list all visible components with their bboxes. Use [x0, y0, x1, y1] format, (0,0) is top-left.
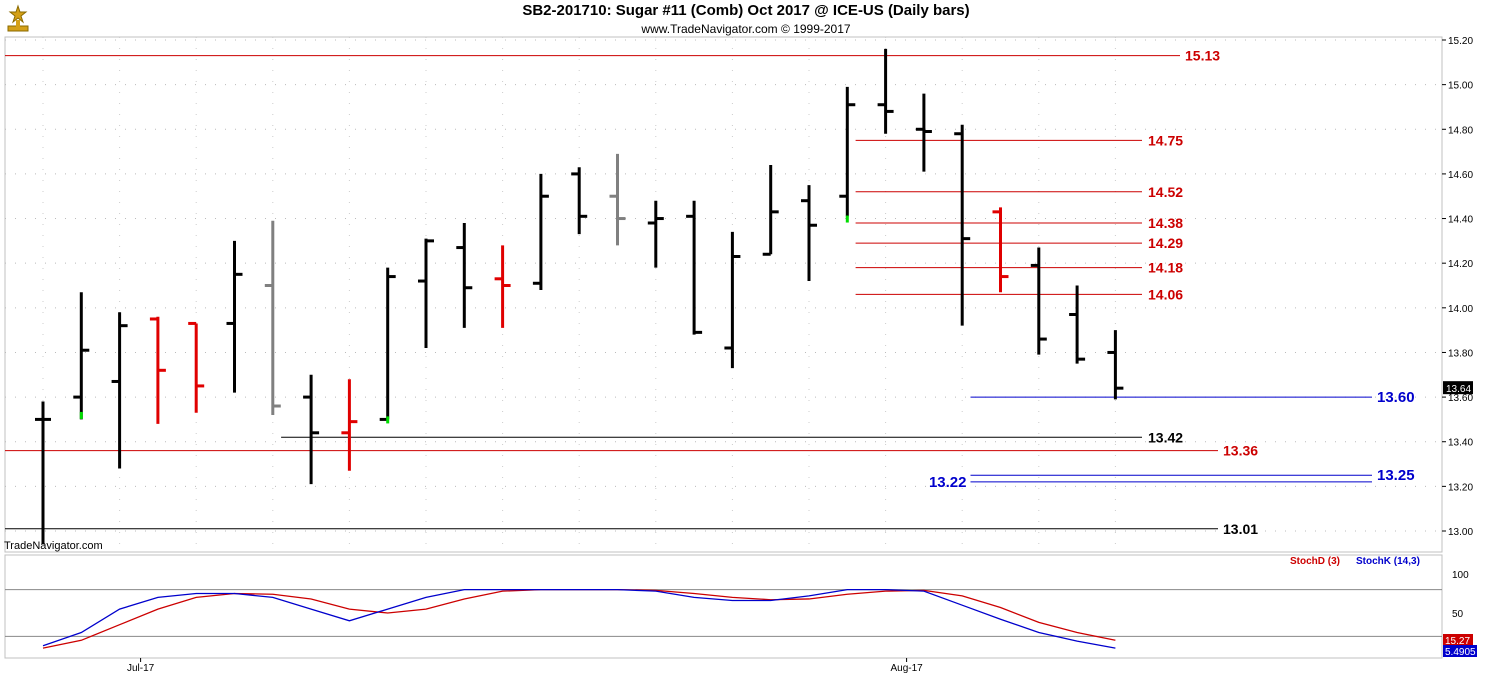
ohlc-bar	[264, 220, 281, 415]
ohlc-bar	[762, 164, 779, 256]
price-tick-label: 13.40	[1448, 438, 1473, 449]
stoch-tick-label: 50	[1452, 609, 1464, 620]
level-label: 14.52	[1148, 184, 1183, 200]
price-tick-label: 13.80	[1448, 348, 1473, 359]
stochastic-panel: 100 50 StochD (3) StochK (14,3) 15.275.4905	[5, 556, 1477, 658]
price-tick-label: 13.60	[1448, 393, 1473, 404]
signal-mark	[845, 215, 849, 223]
stoch-tick-label: 100	[1452, 570, 1469, 581]
price-tick-label: 13.20	[1448, 482, 1473, 493]
ohlc-bar	[954, 124, 971, 326]
signal-mark	[79, 411, 83, 419]
price-tick-label: 15.00	[1448, 81, 1473, 92]
stoch-k-line	[42, 588, 1116, 649]
ohlc-bar	[149, 316, 166, 424]
level-label: 14.06	[1148, 286, 1183, 302]
ohlc-bar	[1107, 330, 1124, 400]
price-tick-label: 15.20	[1448, 36, 1473, 47]
signal-mark	[386, 416, 390, 424]
level-label: 13.36	[1223, 443, 1258, 459]
level-label: 14.18	[1148, 260, 1183, 276]
level-label: 15.13	[1185, 48, 1220, 64]
level-label: 14.38	[1148, 215, 1183, 231]
ohlc-bar	[379, 267, 396, 424]
level-label: 14.29	[1148, 235, 1183, 251]
stoch-k-tag	[1443, 645, 1477, 657]
ohlc-bar	[801, 185, 817, 282]
price-bars	[35, 48, 1124, 545]
watermark: TradeNavigator.com	[4, 540, 103, 552]
price-tick-label: 14.80	[1448, 125, 1473, 136]
stoch-d-tag	[1443, 634, 1473, 646]
ohlc-bar	[226, 240, 243, 393]
ohlc-bar	[992, 207, 1009, 293]
date-axis: Jul-17 Aug-17	[127, 658, 923, 674]
date-label: Aug-17	[890, 663, 923, 674]
ohlc-bar	[839, 86, 856, 223]
ohlc-bar	[341, 379, 358, 471]
ohlc-bar	[877, 48, 894, 134]
grid	[4, 36, 1443, 659]
chart-subtitle: www.TradeNavigator.com © 1999-2017	[641, 22, 851, 36]
price-tick-label: 13.00	[1448, 527, 1473, 538]
ohlc-bar	[647, 200, 664, 268]
ohlc-bar	[188, 321, 205, 413]
level-label: 13.01	[1223, 521, 1258, 537]
level-label: 14.75	[1148, 132, 1183, 148]
ohlc-bar	[35, 401, 51, 545]
ohlc-bar	[1030, 247, 1047, 355]
ohlc-bar	[571, 167, 588, 235]
ohlc-bar	[686, 200, 703, 335]
level-label: 13.60	[1377, 389, 1415, 406]
ohlc-bar	[73, 292, 90, 420]
date-label: Jul-17	[127, 663, 155, 674]
last-price-label: 13.64	[1446, 384, 1471, 395]
ohlc-bar	[724, 231, 741, 369]
price-tick-label: 14.00	[1448, 304, 1473, 315]
level-label: 13.25	[1377, 467, 1415, 484]
price-panel	[4, 36, 1443, 553]
price-axis: 13.00 13.20 13.40 13.60 13.80 14.00 14.20 14.40…	[1442, 36, 1473, 538]
ohlc-bar	[532, 173, 549, 290]
ohlc-bar	[494, 245, 511, 328]
last-price-tag	[1443, 381, 1473, 395]
price-tick-label: 14.20	[1448, 259, 1473, 270]
ohlc-bar	[111, 312, 128, 469]
ohlc-bar	[1069, 285, 1086, 364]
trade-navigator-logo-icon	[4, 4, 32, 39]
level-label: 13.42	[1148, 429, 1183, 445]
level-label: 13.22	[929, 474, 967, 491]
stoch-k-legend: StochK (14,3)	[1356, 556, 1420, 567]
price-tick-label: 14.40	[1448, 215, 1473, 226]
ohlc-bar	[418, 238, 434, 348]
stoch-panel	[4, 554, 1443, 659]
stoch-k-value: 5.4905	[1445, 647, 1476, 658]
ohlc-bar	[303, 374, 320, 485]
stoch-d-value: 15.27	[1445, 636, 1470, 647]
level-lines: 15.13 14.75 14.52 14.38 14.29 14.18 14.06 13.60…	[5, 48, 1415, 537]
price-tick-label: 14.60	[1448, 170, 1473, 181]
stoch-d-legend: StochD (3)	[1290, 556, 1340, 567]
ohlc-bar	[609, 153, 626, 246]
stoch-d-line	[42, 588, 1116, 649]
ohlc-bar	[456, 223, 473, 328]
ohlc-bar	[915, 93, 932, 172]
chart-title: SB2-201710: Sugar #11 (Comb) Oct 2017 @ …	[522, 2, 970, 19]
